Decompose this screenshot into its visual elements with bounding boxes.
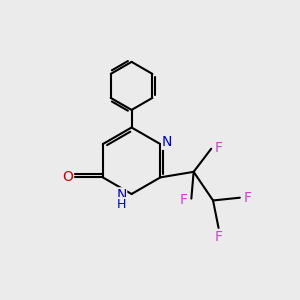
Text: F: F [243,191,251,205]
Text: F: F [214,230,223,244]
Text: N: N [162,135,172,149]
Text: H: H [117,198,126,211]
Text: N: N [116,188,127,202]
Text: O: O [62,170,73,184]
Text: F: F [180,193,188,206]
Text: F: F [214,141,223,155]
